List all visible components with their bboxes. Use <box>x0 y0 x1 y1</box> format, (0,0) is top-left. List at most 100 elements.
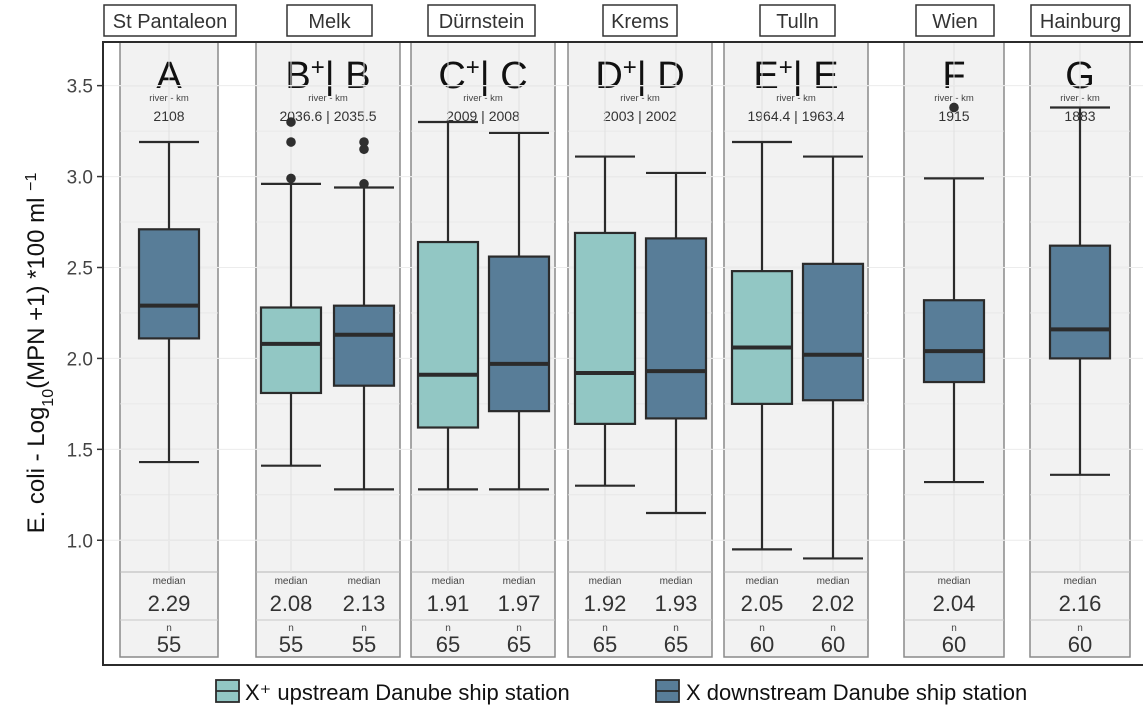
n-value: 65 <box>436 632 460 657</box>
station-tag-box <box>103 4 237 37</box>
axes-layer: 1.0 1.5 2.0 2.5 3.0 3.5 E. coli - Log10(MPN +1… <box>23 41 1143 666</box>
station-tag-box <box>286 4 373 37</box>
n-value: 60 <box>942 632 966 657</box>
y-tick-label: 1.5 <box>67 440 93 461</box>
box-iqr <box>573 231 637 425</box>
n-caption: n <box>1077 623 1083 634</box>
y-tick-label: 2.0 <box>67 349 93 370</box>
n-value: 65 <box>593 632 617 657</box>
outlier-point <box>359 137 369 147</box>
median-value: 1.93 <box>655 591 698 616</box>
box-b-upstream <box>259 117 323 467</box>
n-caption: n <box>166 623 172 634</box>
station-letter: D+| D <box>595 54 684 98</box>
legend-label: X downstream Danube ship station <box>686 680 1027 705</box>
n-caption: n <box>516 623 522 634</box>
station-tag-box <box>427 4 536 37</box>
outlier-point <box>286 173 296 184</box>
median-caption: median <box>589 576 622 587</box>
median-value: 1.92 <box>584 591 627 616</box>
outlier-point <box>359 179 369 189</box>
station-place-label: St Pantaleon <box>113 11 228 33</box>
median-caption: median <box>746 576 779 587</box>
n-caption: n <box>673 623 679 634</box>
y-tick-label: 3.5 <box>67 77 93 98</box>
station-place-label: Krems <box>611 11 669 33</box>
median-value: 2.16 <box>1059 591 1102 616</box>
legend-item-upstream: X⁺ upstream Danube ship station <box>215 679 570 705</box>
y-tick-label: 2.5 <box>67 258 93 279</box>
n-value: 55 <box>157 632 181 657</box>
n-value: 60 <box>1068 632 1092 657</box>
station-place-label: Hainburg <box>1040 11 1121 33</box>
box-iqr <box>259 306 323 395</box>
median-caption: median <box>938 576 971 587</box>
legend-item-downstream: X downstream Danube ship station <box>655 679 1027 705</box>
river-km-value: 2009 | 2008 <box>446 108 520 124</box>
outlier-point <box>286 137 296 147</box>
box-iqr <box>332 304 396 387</box>
station-tag-box <box>602 4 678 37</box>
box-iqr <box>416 240 480 429</box>
n-value: 65 <box>507 632 531 657</box>
median-value: 2.29 <box>148 591 191 616</box>
box-iqr <box>137 228 201 340</box>
median-caption: median <box>348 576 381 587</box>
river-km-caption: river - km <box>776 93 816 104</box>
box-iqr <box>922 299 986 384</box>
river-km-value: 2003 | 2002 <box>603 108 677 124</box>
station-place-label: Wien <box>932 11 978 33</box>
station-place-label: Dürnstein <box>439 11 525 33</box>
y-tick-label: 1.0 <box>67 531 93 552</box>
n-caption: n <box>830 623 836 634</box>
median-caption: median <box>660 576 693 587</box>
median-value: 2.08 <box>270 591 313 616</box>
median-value: 2.04 <box>933 591 976 616</box>
box-a-downstream <box>137 140 201 464</box>
n-caption: n <box>602 623 608 634</box>
box-iqr <box>801 262 865 402</box>
river-km-value: 2036.6 | 2035.5 <box>279 108 376 124</box>
y-axis-title: E. coli - Log10(MPN +1) *100 ml −1 <box>23 172 57 533</box>
box-d-downstream <box>644 171 708 515</box>
box-layer <box>137 102 1112 560</box>
n-value: 65 <box>664 632 688 657</box>
river-km-caption: river - km <box>463 93 503 104</box>
legend-label: X⁺ upstream Danube ship station <box>245 680 570 705</box>
outlier-point <box>286 117 296 127</box>
box-iqr <box>1048 244 1112 360</box>
station-letter: B+| B <box>285 54 370 98</box>
median-caption: median <box>1064 576 1097 587</box>
n-caption: n <box>445 623 451 634</box>
n-value: 55 <box>279 632 303 657</box>
legend: X⁺ upstream Danube ship station X downstr… <box>215 679 1027 705</box>
median-caption: median <box>503 576 536 587</box>
median-value: 1.97 <box>498 591 541 616</box>
box-g-downstream <box>1048 106 1112 476</box>
median-caption: median <box>432 576 465 587</box>
box-b-downstream <box>332 137 396 491</box>
outlier-point <box>949 102 959 113</box>
box-c-downstream <box>487 131 551 491</box>
box-iqr <box>730 270 794 405</box>
station-letter: E+| E <box>753 54 838 98</box>
median-caption: median <box>275 576 308 587</box>
median-value: 2.02 <box>812 591 855 616</box>
plot-frame <box>102 41 1143 666</box>
median-caption: median <box>817 576 850 587</box>
median-value: 1.91 <box>427 591 470 616</box>
y-tick-label: 3.0 <box>67 168 93 189</box>
n-caption: n <box>951 623 957 634</box>
station-tag-box <box>1030 4 1131 37</box>
median-caption: median <box>153 576 186 587</box>
box-iqr <box>644 237 708 420</box>
river-km-caption: river - km <box>308 93 348 104</box>
box-e-downstream <box>801 155 865 560</box>
box-e-upstream <box>730 140 794 551</box>
station-tag-box <box>915 4 995 37</box>
